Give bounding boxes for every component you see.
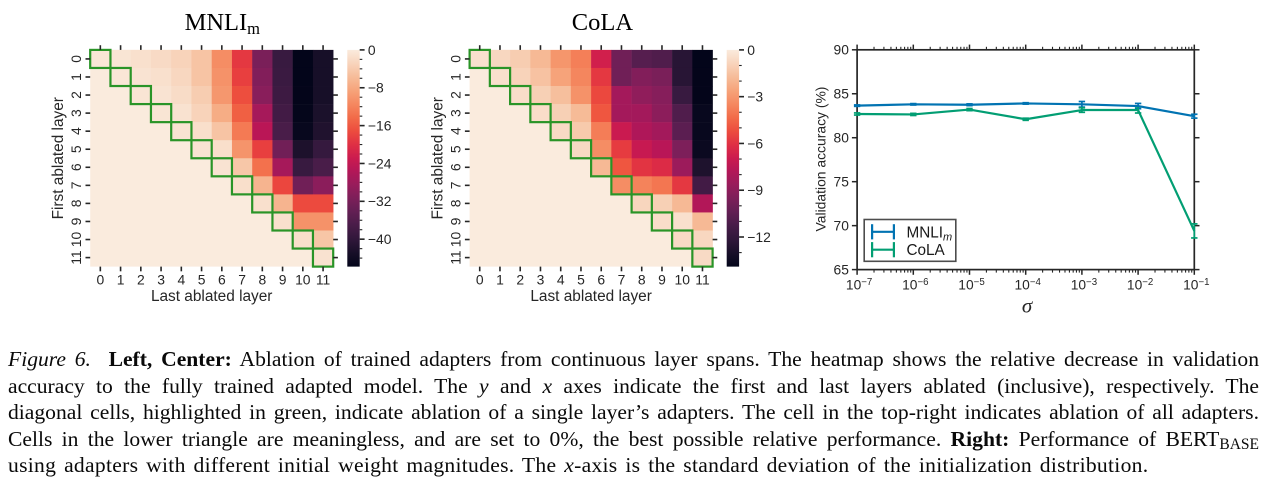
svg-text:5: 5 <box>68 145 84 153</box>
svg-text:9: 9 <box>279 272 287 288</box>
svg-text:Last ablated layer: Last ablated layer <box>530 288 652 305</box>
svg-text:3: 3 <box>447 109 463 117</box>
svg-text:6: 6 <box>597 272 605 288</box>
svg-text:Validation accuracy (%): Validation accuracy (%) <box>813 87 829 232</box>
svg-text:10: 10 <box>674 272 690 288</box>
svg-text:−32: −32 <box>368 193 392 209</box>
svg-text:10: 10 <box>68 232 84 248</box>
svg-text:7: 7 <box>238 272 246 288</box>
svg-text:1: 1 <box>496 272 504 288</box>
svg-text:CoLA: CoLA <box>907 242 946 259</box>
svg-text:3: 3 <box>68 109 84 117</box>
svg-text:−6: −6 <box>747 135 763 151</box>
svg-text:11: 11 <box>447 250 463 265</box>
svg-text:9: 9 <box>447 217 463 225</box>
svg-text:σ: σ <box>1022 294 1034 318</box>
svg-text:8: 8 <box>447 199 463 207</box>
svg-text:80: 80 <box>834 131 850 146</box>
svg-text:3: 3 <box>157 272 165 288</box>
svg-text:4: 4 <box>447 127 463 135</box>
svg-text:11: 11 <box>68 250 84 265</box>
svg-text:−24: −24 <box>368 155 392 171</box>
svg-text:−40: −40 <box>368 231 392 247</box>
svg-text:10: 10 <box>295 272 311 288</box>
svg-text:7: 7 <box>618 272 626 288</box>
svg-text:0: 0 <box>747 42 755 58</box>
svg-text:5: 5 <box>198 272 206 288</box>
svg-text:2: 2 <box>137 272 145 288</box>
svg-text:2: 2 <box>516 272 524 288</box>
svg-text:2: 2 <box>447 91 463 99</box>
svg-text:CoLA: CoLA <box>572 9 634 36</box>
svg-text:−16: −16 <box>368 118 392 134</box>
svg-text:10−5: 10−5 <box>958 277 984 293</box>
svg-text:0: 0 <box>68 55 84 63</box>
svg-text:70: 70 <box>834 219 850 234</box>
svg-text:9: 9 <box>658 272 666 288</box>
svg-text:6: 6 <box>447 163 463 171</box>
svg-text:5: 5 <box>447 145 463 153</box>
svg-text:8: 8 <box>638 272 646 288</box>
svg-text:11: 11 <box>695 272 710 288</box>
svg-text:0: 0 <box>96 272 104 288</box>
svg-text:8: 8 <box>258 272 266 288</box>
svg-text:1: 1 <box>117 272 125 288</box>
svg-text:10−2: 10−2 <box>1127 277 1153 293</box>
svg-text:8: 8 <box>68 199 84 207</box>
svg-text:10−6: 10−6 <box>902 277 928 293</box>
svg-text:4: 4 <box>68 127 84 135</box>
svg-text:9: 9 <box>68 217 84 225</box>
svg-text:−9: −9 <box>747 182 763 198</box>
svg-text:7: 7 <box>447 181 463 189</box>
svg-text:4: 4 <box>177 272 185 288</box>
svg-text:1: 1 <box>447 73 463 81</box>
svg-text:10−7: 10−7 <box>846 277 872 293</box>
svg-text:1: 1 <box>68 73 84 81</box>
svg-text:0: 0 <box>368 42 376 58</box>
svg-text:3: 3 <box>537 272 545 288</box>
svg-text:10−1: 10−1 <box>1183 277 1209 293</box>
svg-text:0: 0 <box>447 55 463 63</box>
svg-text:MNLIm: MNLIm <box>185 9 261 38</box>
svg-text:First ablated layer: First ablated layer <box>430 97 447 219</box>
svg-text:First ablated layer: First ablated layer <box>50 97 67 219</box>
svg-text:90: 90 <box>834 43 850 58</box>
svg-text:75: 75 <box>834 175 850 190</box>
svg-text:10: 10 <box>447 232 463 248</box>
svg-text:2: 2 <box>68 91 84 99</box>
svg-text:85: 85 <box>834 87 850 102</box>
svg-text:−3: −3 <box>747 89 763 105</box>
svg-text:10−3: 10−3 <box>1071 277 1097 293</box>
svg-text:5: 5 <box>577 272 585 288</box>
svg-text:65: 65 <box>834 263 850 278</box>
svg-text:6: 6 <box>68 163 84 171</box>
svg-text:Last ablated layer: Last ablated layer <box>151 288 273 305</box>
svg-text:10−4: 10−4 <box>1014 277 1041 293</box>
svg-text:0: 0 <box>476 272 484 288</box>
svg-text:MNLIm: MNLIm <box>907 224 953 243</box>
svg-text:11: 11 <box>316 272 331 288</box>
svg-text:−8: −8 <box>368 80 384 96</box>
svg-text:−12: −12 <box>747 229 771 245</box>
svg-text:4: 4 <box>557 272 565 288</box>
svg-text:7: 7 <box>68 181 84 189</box>
svg-text:6: 6 <box>218 272 226 288</box>
